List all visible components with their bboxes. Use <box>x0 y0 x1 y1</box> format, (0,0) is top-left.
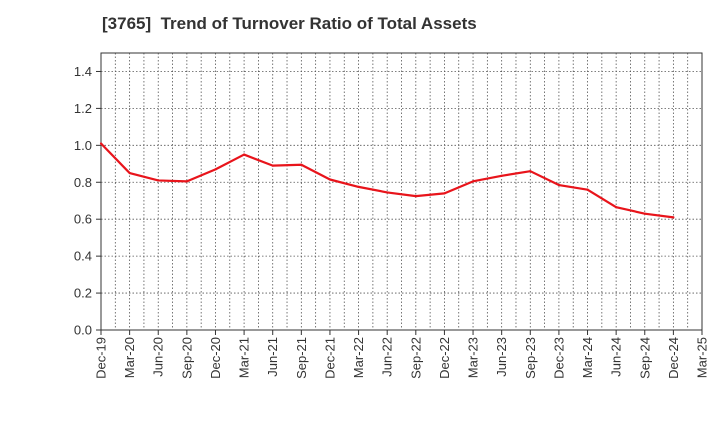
x-tick-label: Dec-24 <box>666 337 681 379</box>
y-tick-label: 0.6 <box>74 212 92 227</box>
data-point <box>643 212 646 215</box>
data-point <box>471 180 475 183</box>
x-tick-label: Sep-23 <box>523 337 538 379</box>
y-tick-label: 0.8 <box>74 175 92 190</box>
x-tick-label: Mar-25 <box>695 337 710 378</box>
x-axis: Dec-19 Mar-20 Jun-20 Sep-20 Dec-20 Mar-21 Jun-… <box>94 330 710 379</box>
data-point <box>414 195 417 198</box>
data-point <box>672 216 675 219</box>
y-tick-label: 1.2 <box>74 101 92 116</box>
x-tick-label: Mar-20 <box>122 337 137 378</box>
x-tick-label: Mar-23 <box>466 337 481 378</box>
x-tick-label: Sep-24 <box>637 337 652 379</box>
data-point <box>185 180 188 183</box>
x-tick-label: Dec-20 <box>208 337 223 379</box>
x-tick-label: Dec-23 <box>551 337 566 379</box>
data-point <box>529 170 532 173</box>
data-point <box>214 168 217 171</box>
data-point <box>586 188 589 191</box>
plot-frame <box>100 52 703 331</box>
x-tick-label: Jun-21 <box>265 337 280 377</box>
x-tick-label: Jun-20 <box>151 337 166 377</box>
y-tick-label: 1.0 <box>74 138 92 153</box>
data-point <box>99 142 103 145</box>
data-point <box>443 192 446 195</box>
data-point <box>615 206 618 209</box>
data-point <box>328 178 332 181</box>
data-point <box>357 185 360 188</box>
x-tick-label: Dec-21 <box>322 337 337 379</box>
data-point <box>557 183 561 187</box>
data-point <box>157 179 160 182</box>
grid-lines <box>101 53 702 330</box>
y-tick-label: 0.2 <box>74 286 92 301</box>
x-tick-label: Jun-23 <box>494 337 509 377</box>
data-point <box>500 174 503 177</box>
chart-title: [3765] Trend of Turnover Ratio of Total … <box>102 14 477 33</box>
x-tick-label: Dec-19 <box>94 337 109 379</box>
y-tick-label: 0.4 <box>74 249 92 264</box>
x-tick-label: Mar-21 <box>237 337 252 378</box>
data-point <box>242 153 246 156</box>
x-tick-label: Mar-22 <box>351 337 366 378</box>
y-tick-label: 0.0 <box>74 323 92 338</box>
x-tick-label: Sep-22 <box>408 337 423 379</box>
x-tick-label: Mar-24 <box>580 337 595 378</box>
data-point <box>386 191 389 194</box>
data-point <box>128 171 131 175</box>
x-tick-label: Sep-21 <box>294 337 309 379</box>
x-tick-label: Dec-22 <box>437 337 452 379</box>
x-tick-label: Sep-20 <box>179 337 194 379</box>
x-tick-label: Jun-22 <box>380 337 395 377</box>
y-axis: 0.0 0.2 0.4 0.6 0.8 1.0 1.2 1.4 <box>74 64 101 338</box>
data-point <box>271 164 274 167</box>
x-tick-label: Jun-24 <box>609 337 624 377</box>
series-layer <box>99 142 675 219</box>
data-point <box>300 163 303 166</box>
y-tick-label: 1.4 <box>74 64 92 79</box>
